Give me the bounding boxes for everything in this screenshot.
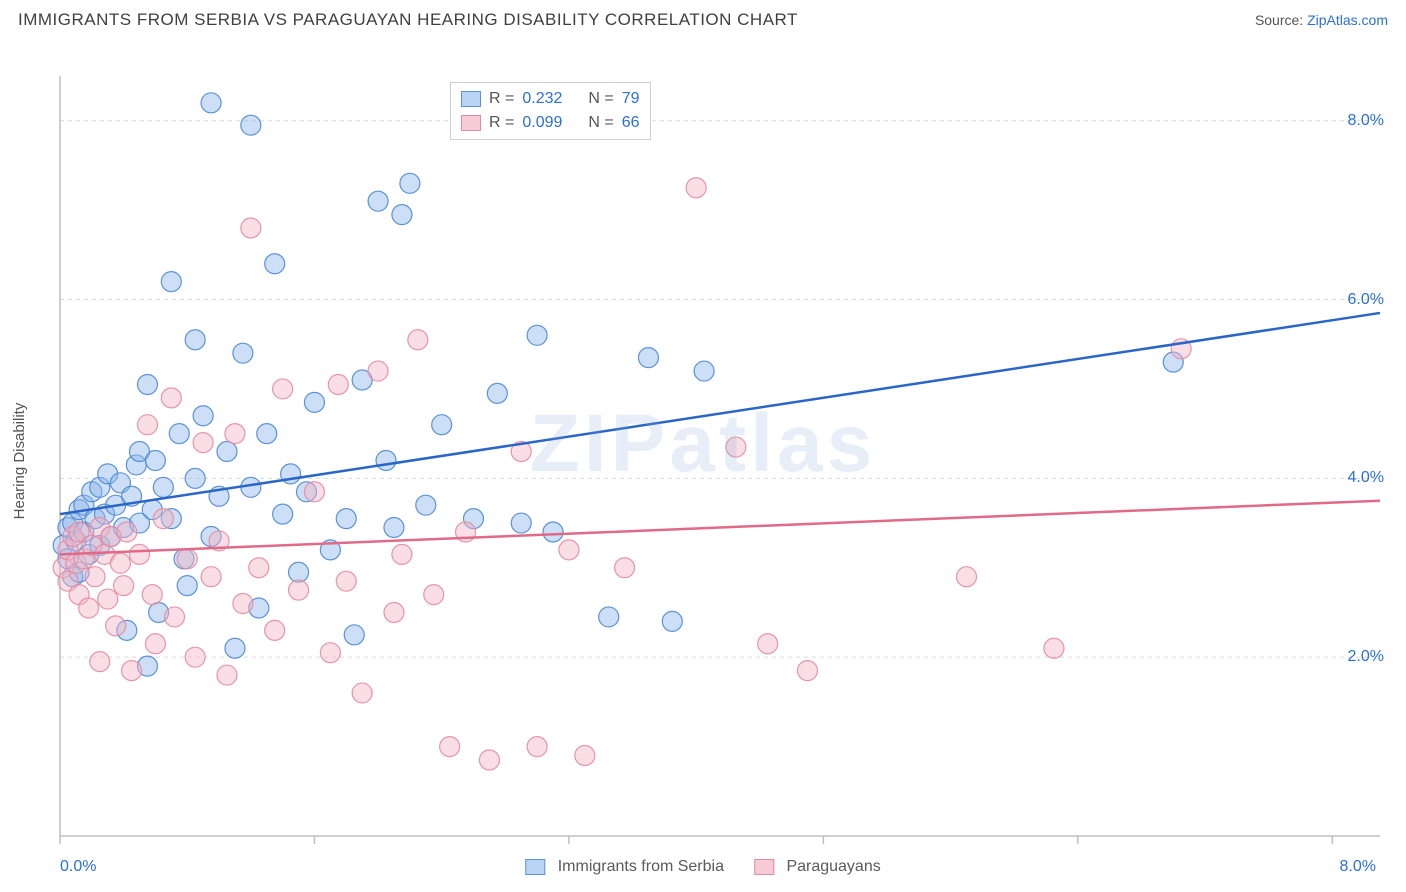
y-axis-label: Hearing Disability xyxy=(11,403,28,520)
legend-item-paraguay: Paraguayans xyxy=(754,858,881,876)
y-tick-label: 8.0% xyxy=(1348,112,1384,130)
x-axis-max: 8.0% xyxy=(1340,858,1376,876)
series-legend: 0.0% Immigrants from Serbia Paraguayans … xyxy=(0,850,1406,884)
stats-row-paraguay: R = 0.099 N = 66 xyxy=(461,111,640,135)
legend-swatch-serbia xyxy=(525,859,545,875)
swatch-paraguay xyxy=(461,115,481,131)
r-label: R = xyxy=(489,114,514,132)
x-axis-min: 0.0% xyxy=(60,858,96,876)
r-value-paraguay: 0.099 xyxy=(522,114,562,132)
n-value-serbia: 79 xyxy=(622,90,640,108)
chart-title: IMMIGRANTS FROM SERBIA VS PARAGUAYAN HEA… xyxy=(18,10,798,30)
y-tick-label: 6.0% xyxy=(1348,291,1384,309)
source-prefix: Source: xyxy=(1255,12,1307,28)
legend-label-serbia: Immigrants from Serbia xyxy=(558,858,724,875)
legend-item-serbia: Immigrants from Serbia xyxy=(525,858,724,876)
y-tick-label: 4.0% xyxy=(1348,469,1384,487)
r-value-serbia: 0.232 xyxy=(522,90,562,108)
source-link[interactable]: ZipAtlas.com xyxy=(1307,12,1388,28)
n-value-paraguay: 66 xyxy=(622,114,640,132)
chart-source: Source: ZipAtlas.com xyxy=(1255,12,1388,28)
r-label: R = xyxy=(489,90,514,108)
n-label: N = xyxy=(588,114,613,132)
legend-label-paraguay: Paraguayans xyxy=(786,858,880,875)
n-label: N = xyxy=(588,90,613,108)
swatch-serbia xyxy=(461,91,481,107)
stats-legend: R = 0.232 N = 79 R = 0.099 N = 66 xyxy=(450,82,651,140)
y-tick-label: 2.0% xyxy=(1348,648,1384,666)
scatter-plot-svg xyxy=(0,36,1406,856)
stats-row-serbia: R = 0.232 N = 79 xyxy=(461,87,640,111)
legend-swatch-paraguay xyxy=(754,859,774,875)
chart-area: Hearing Disability ZIPatlas R = 0.232 N … xyxy=(0,36,1406,886)
